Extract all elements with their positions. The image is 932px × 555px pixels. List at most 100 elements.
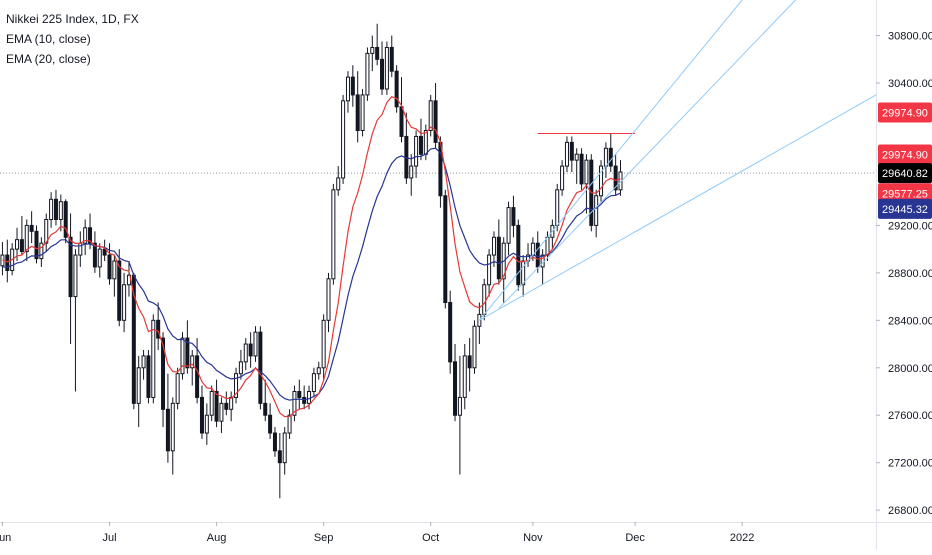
candle-body bbox=[224, 402, 229, 410]
plot-area[interactable] bbox=[0, 0, 877, 499]
chart-legend: Nikkei 225 Index, 1D, FX EMA (10, close)… bbox=[6, 9, 139, 69]
candle-body bbox=[321, 319, 326, 369]
candle-body bbox=[277, 450, 282, 464]
candle-body bbox=[564, 141, 569, 167]
candle-body bbox=[594, 195, 599, 226]
candle-body bbox=[258, 331, 263, 404]
x-tick-label: Sep bbox=[314, 532, 334, 544]
resistance-tag-2: 29974.90 bbox=[882, 149, 928, 161]
candle-body bbox=[487, 254, 492, 286]
candle-body bbox=[63, 201, 68, 238]
candle-body bbox=[302, 396, 307, 404]
candle-body bbox=[608, 147, 613, 167]
candle-body bbox=[341, 100, 346, 179]
candle-body bbox=[574, 153, 579, 161]
candle-body bbox=[15, 239, 20, 250]
candle-body bbox=[467, 355, 472, 369]
resistance-tag-1: 29974.90 bbox=[882, 107, 928, 119]
candle-body bbox=[161, 337, 166, 410]
y-tick-label: 29200.00 bbox=[888, 220, 932, 232]
candle-body bbox=[243, 343, 248, 363]
x-tick-label: Jul bbox=[102, 532, 116, 544]
x-tick-label: Aug bbox=[207, 532, 227, 544]
candle-body bbox=[457, 396, 462, 416]
last-price-tag-bg bbox=[878, 163, 932, 184]
ema20-tag: 29445.32 bbox=[882, 204, 928, 216]
candle-body bbox=[482, 284, 487, 315]
candle-body bbox=[156, 319, 161, 339]
candle-body bbox=[112, 260, 117, 280]
candle-body bbox=[195, 355, 200, 398]
candle-body bbox=[219, 402, 224, 422]
candle-body bbox=[39, 242, 44, 260]
candle-body bbox=[365, 52, 370, 96]
candle-body bbox=[355, 94, 360, 131]
legend-ema20[interactable]: EMA (20, close) bbox=[6, 52, 91, 66]
price-axis[interactable]: 26800.00 27200.00 27600.00 28000.00 28400.00… bbox=[876, 0, 932, 550]
y-tick-label: 26800.00 bbox=[888, 505, 932, 517]
candle-body bbox=[107, 254, 112, 280]
candle-body bbox=[394, 70, 399, 108]
candle-body bbox=[102, 248, 107, 256]
candle-body bbox=[297, 391, 302, 398]
x-tick-label: Jun bbox=[0, 532, 11, 544]
candle-body bbox=[151, 319, 156, 398]
candle-body bbox=[49, 198, 54, 220]
candle-body bbox=[268, 414, 273, 434]
candle-body bbox=[380, 58, 385, 90]
ema10-line bbox=[2, 96, 621, 418]
fan-trendline bbox=[479, 94, 877, 321]
ema10-tag-bg bbox=[878, 183, 932, 204]
candle-body bbox=[569, 141, 574, 161]
legend-ema10[interactable]: EMA (10, close) bbox=[6, 32, 91, 46]
candle-body bbox=[185, 337, 190, 369]
candle-body bbox=[238, 361, 243, 375]
ema10-tag: 29577.25 bbox=[882, 188, 928, 200]
candle-body bbox=[92, 242, 97, 268]
candle-body bbox=[209, 391, 214, 416]
candle-body bbox=[409, 165, 414, 179]
candle-body bbox=[350, 76, 355, 96]
candle-body bbox=[453, 361, 458, 416]
y-tick-label: 27600.00 bbox=[888, 410, 932, 422]
candle-body bbox=[175, 373, 180, 404]
candle-body bbox=[316, 367, 321, 375]
candle-body bbox=[511, 207, 516, 226]
candle-body bbox=[307, 391, 312, 404]
candle-body bbox=[336, 177, 341, 191]
candle-body bbox=[282, 432, 287, 464]
candle-body bbox=[506, 207, 511, 244]
candle-body bbox=[19, 239, 24, 253]
candle-body bbox=[136, 367, 141, 404]
candle-body bbox=[389, 46, 394, 72]
candle-body bbox=[414, 135, 419, 167]
candle-body bbox=[5, 254, 10, 271]
candle-body bbox=[29, 224, 34, 232]
candle-body bbox=[204, 414, 209, 434]
candle-body bbox=[603, 147, 608, 167]
candle-body bbox=[535, 242, 540, 268]
resistance-tag-1-bg bbox=[878, 102, 932, 123]
fan-trendline bbox=[498, 0, 797, 309]
candle-body bbox=[584, 159, 589, 185]
candle-body bbox=[229, 396, 234, 410]
candle-body bbox=[117, 260, 122, 321]
candle-body bbox=[44, 218, 49, 244]
price-tags: 29974.90 29974.90 29640.82 29577.25 29445.32 bbox=[878, 102, 932, 219]
candle-body bbox=[443, 195, 448, 304]
candle-body bbox=[53, 198, 58, 220]
candle-body bbox=[331, 189, 336, 280]
candle-body bbox=[496, 236, 501, 280]
candle-body bbox=[292, 391, 297, 416]
candle-body bbox=[462, 355, 467, 398]
candle-body bbox=[433, 100, 438, 143]
legend-title[interactable]: Nikkei 225 Index, 1D, FX bbox=[6, 12, 139, 26]
candle-body bbox=[58, 201, 63, 220]
resistance-tag-2-bg bbox=[878, 144, 932, 165]
y-tick-label: 28000.00 bbox=[888, 363, 932, 375]
y-tick-label: 28800.00 bbox=[888, 268, 932, 280]
y-tick-label: 30400.00 bbox=[888, 78, 932, 90]
candle-body bbox=[491, 236, 496, 256]
time-axis[interactable]: Jun Jul Aug Sep Oct Nov Dec 2022 bbox=[0, 522, 932, 544]
